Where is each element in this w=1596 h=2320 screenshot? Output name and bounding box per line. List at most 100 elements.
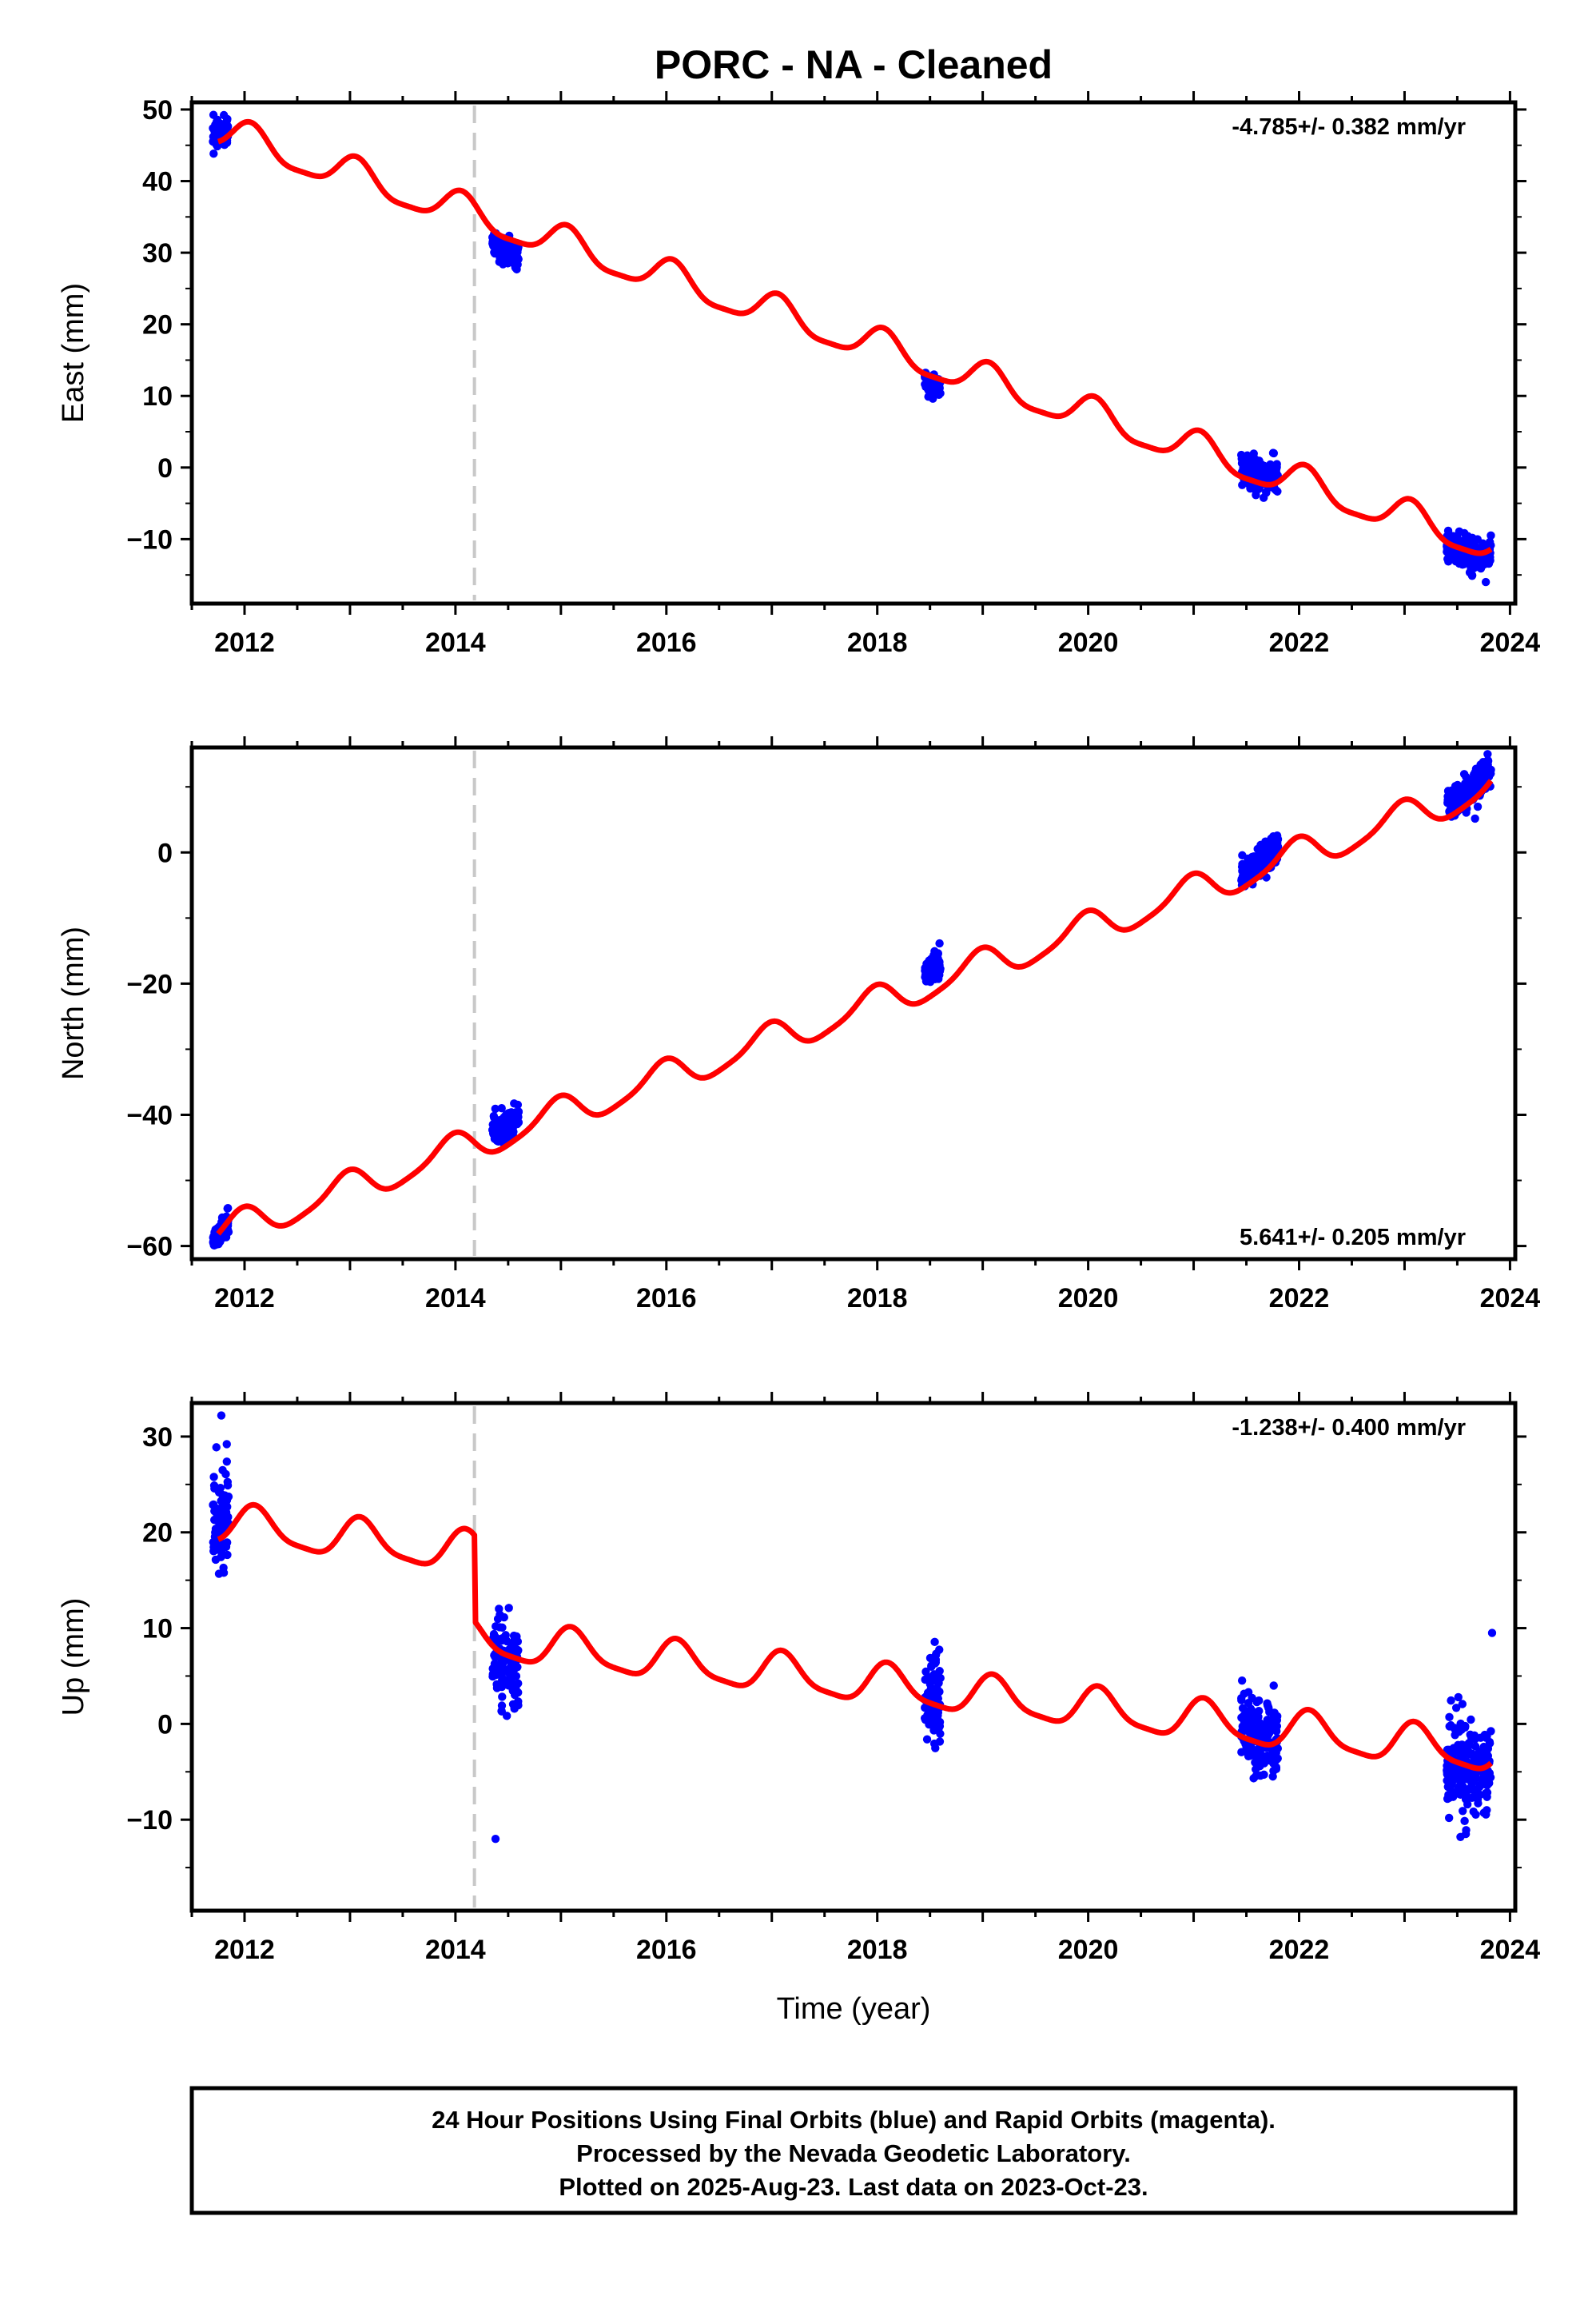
- data-point: [1444, 1745, 1453, 1755]
- data-point: [1239, 865, 1248, 874]
- data-point: [932, 1649, 941, 1658]
- data-point: [508, 1686, 517, 1696]
- data-point: [211, 1516, 221, 1525]
- data-point: [1445, 1712, 1454, 1722]
- data-point: [499, 260, 507, 269]
- x-tick-label: 2024: [1480, 1283, 1541, 1313]
- data-point: [1248, 1707, 1258, 1716]
- data-point: [504, 1604, 513, 1612]
- x-tick-label: 2018: [847, 1283, 908, 1313]
- footer-box: 24 Hour Positions Using Final Orbits (bl…: [189, 2086, 1518, 2215]
- data-point: [491, 1104, 499, 1114]
- data-point: [223, 1477, 233, 1486]
- data-point: [930, 1659, 939, 1668]
- footer-line-1: 24 Hour Positions Using Final Orbits (bl…: [432, 2106, 1276, 2134]
- data-point: [1447, 1696, 1455, 1705]
- data-point: [1269, 1681, 1278, 1690]
- y-tick-label: 40: [142, 167, 173, 197]
- data-point: [221, 1469, 230, 1479]
- data-point: [217, 1490, 227, 1499]
- data-point: [922, 1735, 932, 1744]
- data-point: [222, 1440, 231, 1449]
- data-point: [1252, 1765, 1260, 1774]
- y-tick-label: −10: [126, 524, 173, 555]
- data-point: [488, 239, 497, 249]
- data-point: [213, 142, 222, 151]
- rate-label: 5.641+/- 0.205 mm/yr: [1240, 1225, 1466, 1250]
- data-point: [491, 1132, 499, 1142]
- model-curve: [216, 1501, 1493, 1772]
- data-point: [1264, 471, 1273, 480]
- y-tick-label: 0: [157, 1709, 173, 1740]
- data-point: [1473, 1788, 1483, 1797]
- data-point: [1454, 1784, 1463, 1793]
- data-point: [1236, 1694, 1246, 1703]
- y-tick-label: −40: [126, 1100, 173, 1130]
- x-tick-label: 2024: [1480, 628, 1541, 658]
- data-point: [1445, 1722, 1454, 1731]
- data-point: [1459, 770, 1469, 779]
- data-point: [222, 1457, 232, 1466]
- data-point: [925, 1676, 934, 1685]
- data-point: [1247, 452, 1256, 462]
- x-tick-label: 2022: [1269, 1935, 1330, 1965]
- data-point: [935, 939, 944, 948]
- data-point: [1468, 554, 1478, 563]
- data-point: [209, 1473, 218, 1481]
- x-axis-label: Time (year): [777, 1992, 931, 2026]
- data-point: [497, 1655, 506, 1664]
- plot-frame: [189, 1401, 1518, 1913]
- data-point: [1256, 1754, 1264, 1764]
- y-tick-label: 30: [142, 1422, 173, 1453]
- data-point: [936, 389, 945, 398]
- data-point: [1469, 1807, 1478, 1816]
- data-point: [1448, 787, 1458, 796]
- data-point: [1485, 765, 1494, 774]
- data-point: [1262, 488, 1271, 497]
- data-point: [1238, 1704, 1248, 1712]
- y-tick-label: 0: [157, 838, 173, 868]
- data-point: [1273, 1754, 1282, 1763]
- data-point: [1268, 448, 1278, 457]
- y-tick-label: 10: [142, 1614, 173, 1644]
- x-tick-label: 2016: [636, 1283, 697, 1313]
- data-point: [1478, 556, 1487, 565]
- data-point: [209, 1501, 217, 1509]
- data-point: [496, 1623, 504, 1632]
- data-point: [1467, 572, 1477, 580]
- y-tick-label: 10: [142, 381, 173, 412]
- data-point: [925, 956, 933, 965]
- data-point: [1240, 1720, 1249, 1728]
- data-point: [1268, 1772, 1277, 1781]
- data-point: [1471, 562, 1480, 572]
- data-point: [209, 149, 218, 158]
- data-point-outlier: [491, 1834, 500, 1844]
- data-point: [496, 1118, 504, 1127]
- data-point: [1459, 1807, 1467, 1816]
- data-point: [223, 1204, 232, 1213]
- y-axis-label: Up (mm): [57, 1598, 90, 1716]
- data-point: [491, 1652, 499, 1662]
- data-point: [1255, 484, 1264, 493]
- x-tick-label: 2016: [636, 1935, 697, 1965]
- data-point: [1485, 1739, 1495, 1748]
- data-point: [926, 1684, 935, 1694]
- data-points: [209, 1411, 1497, 1844]
- data-point: [1471, 1734, 1479, 1743]
- data-point: [933, 951, 942, 960]
- x-tick-label: 2012: [214, 628, 275, 658]
- data-point: [921, 1716, 930, 1724]
- y-tick-label: −60: [126, 1232, 173, 1262]
- data-point: [209, 124, 217, 133]
- footer-frame: [189, 2086, 1518, 2215]
- data-point: [1272, 1727, 1281, 1736]
- x-tick-label: 2020: [1058, 1935, 1119, 1965]
- east-panel: 2012 2014 2016 2018 2020 2022 2024 −10 0 10 20 30 40…: [57, 91, 1540, 658]
- model-curve: [216, 779, 1494, 1236]
- data-point: [497, 1103, 506, 1113]
- data-point: [219, 110, 229, 120]
- data-point: [930, 975, 940, 983]
- data-point: [212, 1443, 221, 1452]
- data-point: [1256, 466, 1264, 475]
- data-point: [1454, 1692, 1463, 1702]
